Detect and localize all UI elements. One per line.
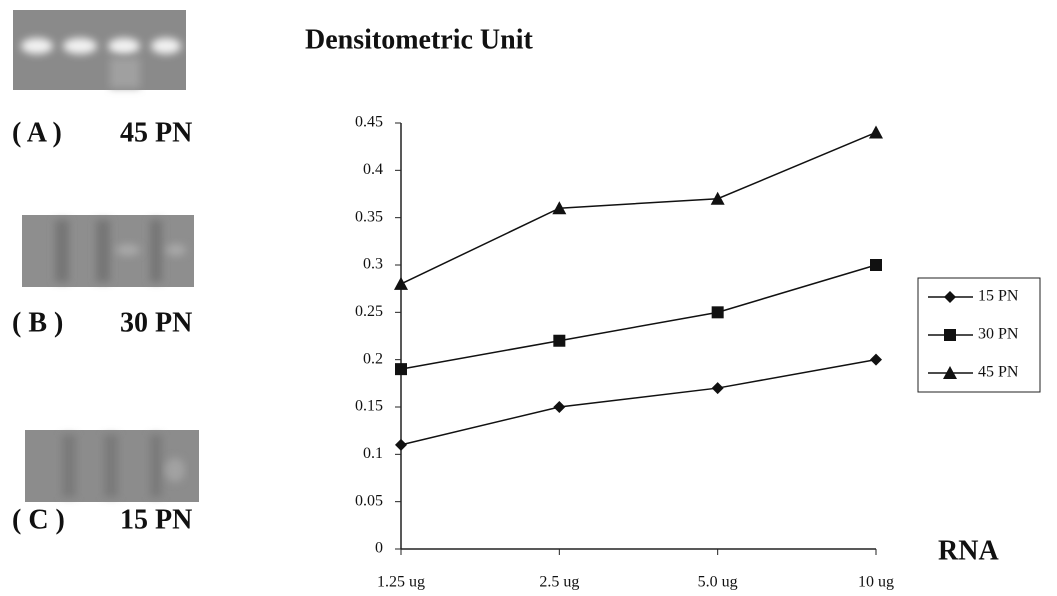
series-line xyxy=(401,265,876,369)
y-tick-label: 0.15 xyxy=(355,398,383,415)
figure: Densitometric Unit RNA ( A ) 45 PN ( B ) 30… xyxy=(0,0,1057,596)
panel-label: ( B ) xyxy=(12,307,63,338)
x-tick-label: 1.25 ug xyxy=(377,574,425,591)
y-tick-label: 0.35 xyxy=(355,208,383,225)
x-tick-label: 5.0 ug xyxy=(698,574,738,591)
y-tick-label: 0.2 xyxy=(363,350,383,367)
gel-b xyxy=(22,215,194,287)
panel-label: ( C ) xyxy=(12,504,65,535)
x-tick-label: 10 ug xyxy=(858,574,894,591)
point xyxy=(712,306,724,318)
legend-label: 45 PN xyxy=(978,364,1019,381)
point xyxy=(870,354,882,366)
legend-marker xyxy=(944,329,956,341)
legend-label: 15 PN xyxy=(978,288,1019,305)
y-tick-label: 0.45 xyxy=(355,114,383,131)
point xyxy=(394,277,408,290)
point xyxy=(711,192,725,205)
y-tick-label: 0.4 xyxy=(363,161,383,178)
y-tick-label: 0.1 xyxy=(363,445,383,462)
point xyxy=(553,401,565,413)
point xyxy=(395,439,407,451)
y-tick-label: 0.25 xyxy=(355,303,383,320)
y-tick-label: 0.05 xyxy=(355,492,383,509)
point xyxy=(553,335,565,347)
series-line xyxy=(401,132,876,283)
y-tick-label: 0.3 xyxy=(363,256,383,273)
panel-name: 30 PN xyxy=(120,307,192,338)
chart-title: Densitometric Unit xyxy=(305,24,534,55)
gel-c xyxy=(25,430,199,502)
panel-name: 15 PN xyxy=(120,504,192,535)
legend-label: 30 PN xyxy=(978,326,1019,343)
x-tick-label: 2.5 ug xyxy=(539,574,579,591)
panel-name: 45 PN xyxy=(120,117,192,148)
series-line xyxy=(401,360,876,445)
y-tick-label: 0 xyxy=(375,540,383,557)
legend-marker xyxy=(944,291,956,303)
point xyxy=(870,259,882,271)
x-axis-label: RNA xyxy=(938,535,999,566)
gel-a xyxy=(13,10,186,90)
point xyxy=(712,382,724,394)
point xyxy=(395,363,407,375)
point xyxy=(869,125,883,138)
panel-label: ( A ) xyxy=(12,117,62,148)
